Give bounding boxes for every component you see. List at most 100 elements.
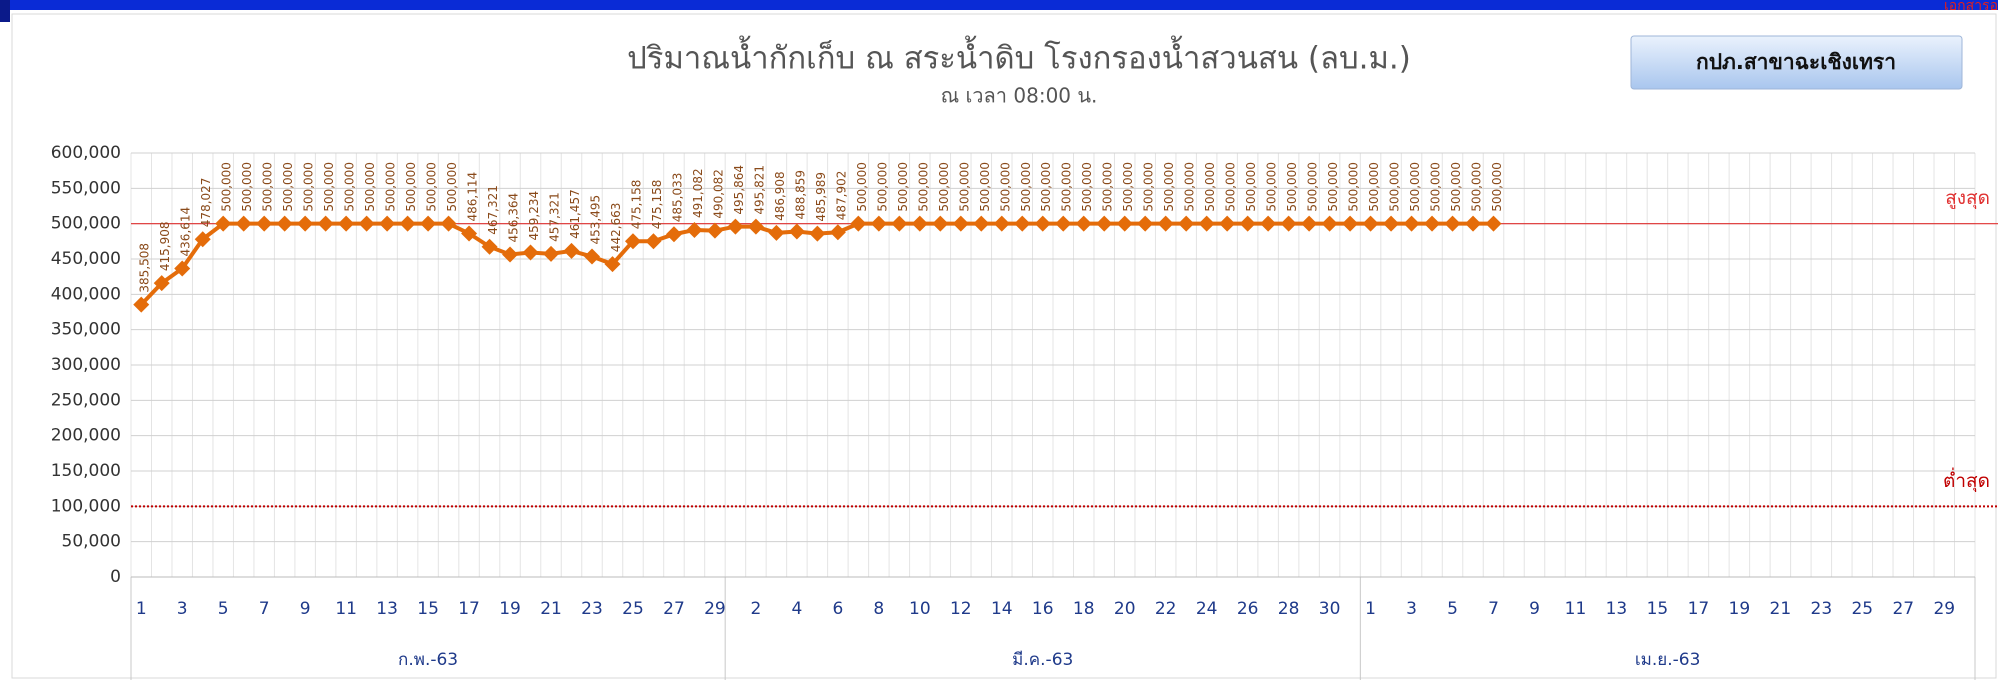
value-label: 500,000 <box>1408 162 1422 212</box>
value-label: 500,000 <box>1224 162 1238 212</box>
marker <box>1485 215 1502 232</box>
value-label: 500,000 <box>896 162 910 212</box>
value-label: 453,495 <box>589 195 603 245</box>
x-tick-label: 20 <box>1114 599 1136 619</box>
marker <box>993 215 1010 232</box>
marker <box>1383 215 1400 232</box>
value-label: 488,859 <box>793 170 807 220</box>
marker <box>747 218 764 235</box>
x-tick-label: 18 <box>1073 599 1095 619</box>
marker <box>358 215 375 232</box>
x-tick-label: 12 <box>950 599 972 619</box>
branch-button[interactable] <box>1630 35 1963 90</box>
y-tick-label: 0 <box>110 567 121 587</box>
value-label: 500,000 <box>957 162 971 212</box>
chart-frame <box>11 13 1997 679</box>
x-tick-label: 5 <box>218 599 229 619</box>
value-label: 500,000 <box>1490 162 1504 212</box>
marker <box>1096 215 1113 232</box>
x-tick-label: 15 <box>1647 599 1669 619</box>
marker <box>379 215 396 232</box>
marker <box>911 215 928 232</box>
x-tick-label: 30 <box>1319 599 1341 619</box>
y-tick-label: 400,000 <box>51 284 121 304</box>
x-tick-label: 22 <box>1155 599 1177 619</box>
x-tick-label: 11 <box>335 599 357 619</box>
x-tick-label: 17 <box>1688 599 1710 619</box>
marker <box>338 215 355 232</box>
marker <box>440 215 457 232</box>
marker <box>891 215 908 232</box>
value-label: 459,234 <box>527 191 541 241</box>
x-tick-label: 11 <box>1565 599 1587 619</box>
x-tick-label: 29 <box>1933 599 1955 619</box>
marker <box>1239 215 1256 232</box>
y-tick-label: 200,000 <box>51 426 121 446</box>
value-label: 495,864 <box>732 165 746 215</box>
y-tick-label: 50,000 <box>62 532 121 552</box>
marker <box>604 256 621 273</box>
value-label: 500,000 <box>1388 162 1402 212</box>
value-label: 500,000 <box>302 162 316 212</box>
value-label: 487,902 <box>834 171 848 221</box>
value-label: 500,000 <box>220 162 234 212</box>
value-label: 461,457 <box>568 189 582 239</box>
value-label: 486,114 <box>466 172 480 222</box>
value-label: 500,000 <box>1039 162 1053 212</box>
x-group-label: มี.ค.-63 <box>1012 650 1073 670</box>
value-label: 500,000 <box>404 162 418 212</box>
x-tick-label: 28 <box>1278 599 1300 619</box>
x-tick-label: 27 <box>663 599 685 619</box>
reference-label: ต่ำสุด <box>1943 467 1990 493</box>
value-label: 500,000 <box>978 162 992 212</box>
marker <box>235 215 252 232</box>
marker <box>809 225 826 242</box>
marker <box>1014 215 1031 232</box>
value-label: 500,000 <box>343 162 357 212</box>
x-tick-label: 9 <box>1529 599 1540 619</box>
value-label: 500,000 <box>445 162 459 212</box>
marker <box>1260 215 1277 232</box>
value-label: 456,364 <box>507 193 521 243</box>
x-tick-label: 7 <box>1488 599 1499 619</box>
marker <box>1157 215 1174 232</box>
y-tick-label: 250,000 <box>51 390 121 410</box>
x-group-label: เม.ย.-63 <box>1635 650 1701 670</box>
marker <box>645 233 662 250</box>
value-label: 500,000 <box>1060 162 1074 212</box>
value-label: 486,908 <box>773 171 787 221</box>
value-label: 500,000 <box>1101 162 1115 212</box>
value-label: 500,000 <box>1183 162 1197 212</box>
value-label: 385,508 <box>138 243 152 293</box>
marker <box>706 222 723 239</box>
y-tick-label: 350,000 <box>51 320 121 340</box>
value-label: 475,158 <box>629 180 643 230</box>
branch-button-label[interactable]: กปภ.สาขาฉะเชิงเทรา <box>1696 50 1896 74</box>
y-tick-label: 150,000 <box>51 461 121 481</box>
x-tick-label: 21 <box>1770 599 1792 619</box>
x-tick-label: 13 <box>1606 599 1628 619</box>
marker <box>297 215 314 232</box>
value-label: 500,000 <box>1265 162 1279 212</box>
marker <box>543 245 560 262</box>
x-tick-label: 29 <box>704 599 726 619</box>
x-tick-label: 1 <box>1365 599 1376 619</box>
x-tick-label: 23 <box>1811 599 1833 619</box>
value-label: 491,082 <box>691 168 705 218</box>
x-tick-label: 9 <box>300 599 311 619</box>
x-tick-label: 25 <box>1851 599 1873 619</box>
marker <box>481 238 498 255</box>
reference-label: สูงสุด <box>1945 187 1990 210</box>
marker <box>584 248 600 265</box>
value-label: 500,000 <box>384 162 398 212</box>
value-label: 442,663 <box>609 203 623 253</box>
x-tick-label: 8 <box>873 599 884 619</box>
x-tick-label: 26 <box>1237 599 1259 619</box>
marker <box>665 226 682 243</box>
x-tick-label: 25 <box>622 599 644 619</box>
marker <box>461 225 478 242</box>
marker <box>1178 215 1195 232</box>
marker <box>624 233 641 250</box>
marker <box>1301 215 1318 232</box>
value-label: 490,082 <box>711 169 725 219</box>
